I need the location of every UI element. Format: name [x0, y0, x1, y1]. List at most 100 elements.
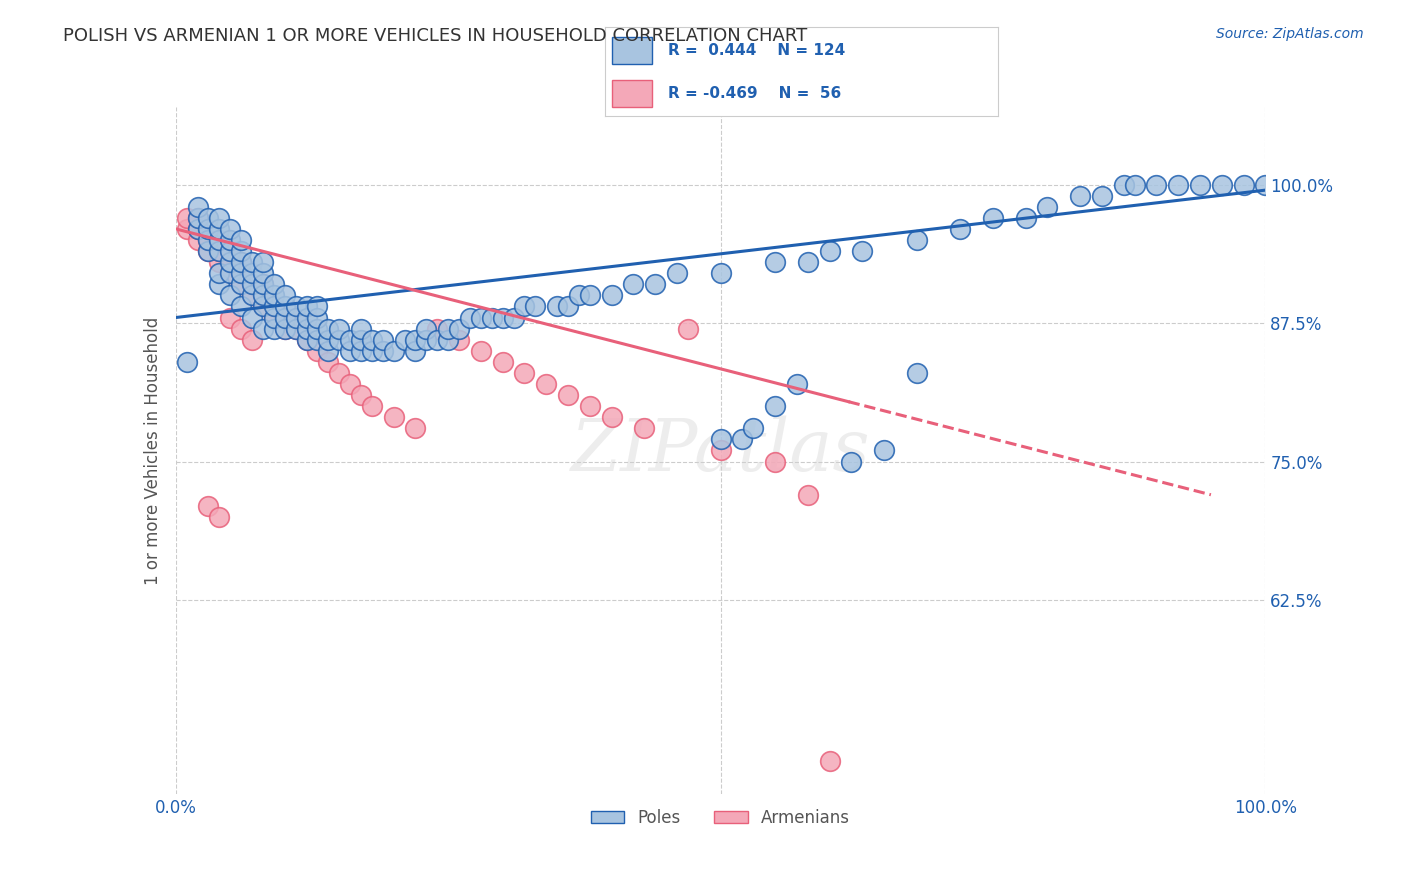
Point [274, 321, 297, 335]
Point [274, 310, 297, 325]
Point [252, 321, 274, 335]
Point [447, 321, 470, 335]
Point [644, 277, 666, 292]
Point [339, 376, 361, 391]
Point [231, 255, 253, 269]
Point [263, 310, 285, 325]
Point [470, 310, 492, 325]
Point [186, 211, 209, 225]
FancyBboxPatch shape [613, 80, 652, 107]
Point [197, 499, 219, 513]
Point [1112, 178, 1135, 192]
Point [176, 355, 198, 369]
Point [513, 300, 536, 314]
Point [710, 266, 733, 280]
Point [339, 343, 361, 358]
Point [231, 255, 253, 269]
Point [197, 233, 219, 247]
Point [318, 355, 340, 369]
Point [186, 200, 209, 214]
Point [763, 399, 786, 413]
Point [274, 300, 297, 314]
Point [763, 255, 786, 269]
Point [208, 277, 231, 292]
Point [219, 222, 242, 236]
Point [350, 333, 373, 347]
Point [263, 321, 285, 335]
Point [394, 333, 416, 347]
Point [263, 300, 285, 314]
Point [328, 321, 350, 335]
Point [818, 244, 841, 258]
Point [274, 310, 297, 325]
Point [240, 333, 263, 347]
Point [360, 343, 382, 358]
Point [219, 244, 242, 258]
Point [763, 454, 786, 468]
Point [318, 321, 340, 335]
Point [176, 211, 198, 225]
Point [426, 321, 449, 335]
Point [186, 222, 209, 236]
Point [274, 288, 297, 302]
Point [219, 255, 242, 269]
Point [219, 288, 242, 302]
Point [263, 288, 285, 302]
Point [426, 333, 449, 347]
Point [208, 211, 231, 225]
Point [481, 310, 503, 325]
Point [328, 333, 350, 347]
Point [534, 376, 557, 391]
Point [252, 277, 274, 292]
Point [1036, 200, 1059, 214]
Point [796, 488, 818, 502]
Point [841, 454, 863, 468]
Text: Source: ZipAtlas.com: Source: ZipAtlas.com [1216, 27, 1364, 41]
Point [318, 343, 340, 358]
Point [240, 288, 263, 302]
Point [219, 266, 242, 280]
Point [318, 333, 340, 347]
Point [905, 233, 928, 247]
Point [208, 222, 231, 236]
Text: R = -0.469    N =  56: R = -0.469 N = 56 [668, 87, 841, 101]
Point [557, 388, 579, 402]
Point [197, 244, 219, 258]
Legend: Poles, Armenians: Poles, Armenians [585, 802, 856, 834]
Point [252, 277, 274, 292]
Point [1091, 188, 1114, 202]
Point [231, 266, 253, 280]
Point [579, 288, 602, 302]
Point [219, 244, 242, 258]
Point [240, 288, 263, 302]
Point [231, 300, 253, 314]
Point [371, 343, 394, 358]
Point [252, 266, 274, 280]
Point [339, 333, 361, 347]
Point [447, 333, 470, 347]
Point [405, 333, 427, 347]
Point [513, 366, 536, 380]
Point [568, 288, 591, 302]
Point [949, 222, 972, 236]
Point [252, 300, 274, 314]
Point [502, 310, 524, 325]
Point [252, 288, 274, 302]
Point [371, 333, 394, 347]
Point [186, 211, 209, 225]
Point [208, 244, 231, 258]
Text: ZIPatlas: ZIPatlas [571, 415, 870, 486]
Point [851, 244, 873, 258]
Point [284, 310, 307, 325]
Point [350, 388, 373, 402]
Point [176, 222, 198, 236]
Point [328, 366, 350, 380]
Point [295, 321, 318, 335]
Point [284, 321, 307, 335]
Point [307, 333, 329, 347]
Point [382, 343, 405, 358]
Point [1015, 211, 1038, 225]
Point [710, 443, 733, 458]
Point [197, 222, 219, 236]
Point [197, 244, 219, 258]
